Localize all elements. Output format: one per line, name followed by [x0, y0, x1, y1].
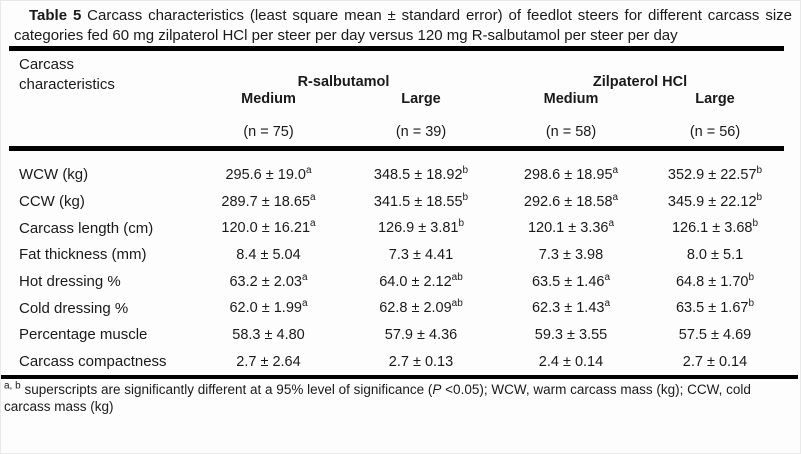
significance-superscript: a — [604, 271, 611, 283]
subheader-zilp-large: Large — [695, 90, 735, 107]
value-cell: 348.5 ± 18.92b — [373, 165, 469, 183]
significance-superscript: a — [301, 271, 308, 283]
table-row-carcass-compactness: Carcass compactness 2.7 ± 2.64 2.7 ± 0.1… — [9, 348, 784, 375]
significance-superscript: b — [752, 218, 759, 230]
value-cell: 57.5 ± 4.69 — [678, 326, 752, 343]
value-cell: 345.9 ± 22.12b — [667, 191, 763, 210]
significance-superscript: a — [301, 298, 308, 310]
significance-superscript: b — [748, 298, 755, 310]
table-footnote: a, b superscripts are significantly diff… — [4, 380, 751, 414]
table-row-cold-dressing: Cold dressing % 62.0 ± 1.99a 62.8 ± 2.09… — [9, 295, 784, 322]
table-row-percentage-muscle: Percentage muscle 58.3 ± 4.80 57.9 ± 4.3… — [9, 322, 784, 349]
row-label: CCW (kg) — [19, 193, 85, 211]
spacer-row — [9, 149, 784, 162]
carcass-characteristics-table-wrap: Carcass characteristics R-salbutamol Zil… — [9, 46, 785, 376]
value-cell: 2.4 ± 0.14 — [538, 353, 604, 370]
significance-superscript: b — [462, 191, 469, 203]
sample-size-zilp-medium: (n = 58) — [545, 123, 597, 140]
row-header-carcass-characteristics: Carcass characteristics — [19, 56, 115, 93]
row-label: Fat thickness (mm) — [19, 246, 147, 264]
value-cell: 126.1 ± 3.68b — [671, 218, 759, 237]
group-header-r-salbutamol: R-salbutamol — [297, 73, 390, 90]
table-caption-text: Carcass characteristics (least square me… — [14, 7, 792, 44]
value-cell: 63.5 ± 1.67b — [675, 298, 755, 317]
significance-superscript: a — [608, 218, 615, 230]
p-value-symbol: P — [432, 382, 442, 397]
value-cell: 58.3 ± 4.80 — [232, 326, 305, 343]
value-cell: 2.7 ± 2.64 — [236, 353, 301, 370]
significance-superscript: a — [310, 191, 316, 203]
table-body: WCW (kg) 295.6 ± 19.0a 348.5 ± 18.92b 29… — [9, 149, 784, 376]
significance-superscript: ab — [451, 298, 463, 310]
value-cell: 8.0 ± 5.1 — [686, 246, 744, 263]
subheader-rsalb-medium: Medium — [241, 90, 296, 107]
significance-superscript: b — [756, 165, 763, 177]
significance-superscript: ab — [451, 271, 463, 283]
sample-size-zilp-large: (n = 56) — [689, 123, 741, 140]
value-cell: 64.8 ± 1.70b — [675, 271, 755, 290]
subheader-zilp-medium: Medium — [543, 90, 599, 107]
value-cell: 120.0 ± 16.21a — [221, 218, 316, 237]
value-cell: 352.9 ± 22.57b — [667, 165, 763, 183]
significance-superscript: b — [458, 218, 465, 230]
value-cell: 289.7 ± 18.65a — [221, 191, 316, 210]
significance-superscript: b — [756, 191, 763, 203]
value-cell: 295.6 ± 19.0a — [225, 165, 312, 183]
sample-size-rsalb-large: (n = 39) — [395, 123, 447, 140]
table-row-wcw: WCW (kg) 295.6 ± 19.0a 348.5 ± 18.92b 29… — [9, 162, 784, 189]
row-label: Carcass length (cm) — [19, 219, 154, 237]
value-cell: 126.9 ± 3.81b — [377, 218, 465, 237]
value-cell: 2.7 ± 0.14 — [682, 353, 748, 370]
value-cell: 62.0 ± 1.99a — [229, 298, 308, 317]
value-cell: 64.0 ± 2.12ab — [379, 271, 463, 290]
sample-size-rsalb-medium: (n = 75) — [243, 123, 294, 140]
significance-superscript: a — [612, 191, 619, 203]
value-cell: 2.7 ± 0.13 — [388, 353, 454, 370]
table-row-carcass-length: Carcass length (cm) 120.0 ± 16.21a 126.9… — [9, 215, 784, 242]
significance-superscript: b — [748, 271, 755, 283]
value-cell: 341.5 ± 18.55b — [373, 191, 469, 210]
footnote-divider-rule — [1, 375, 798, 379]
value-cell: 8.4 ± 5.04 — [236, 246, 301, 263]
row-label: WCW (kg) — [19, 166, 89, 184]
table-row-hot-dressing: Hot dressing % 63.2 ± 2.03a 64.0 ± 2.12a… — [9, 268, 784, 295]
significance-superscript: a — [305, 165, 312, 177]
value-cell: 63.5 ± 1.46a — [531, 271, 611, 290]
subheader-rsalb-large: Large — [401, 90, 441, 107]
row-label: Cold dressing % — [19, 299, 129, 317]
row-label: Hot dressing % — [19, 273, 121, 291]
row-label: Percentage muscle — [19, 326, 148, 344]
table-row-ccw: CCW (kg) 289.7 ± 18.65a 341.5 ± 18.55b 2… — [9, 188, 784, 215]
value-cell: 63.2 ± 2.03a — [229, 271, 308, 290]
value-cell: 57.9 ± 4.36 — [384, 326, 458, 343]
value-cell: 120.1 ± 3.36a — [527, 218, 615, 237]
value-cell: 62.8 ± 2.09ab — [379, 298, 463, 317]
value-cell: 298.6 ± 18.95a — [523, 165, 619, 183]
row-label: Carcass compactness — [19, 353, 167, 371]
table-header: Carcass characteristics R-salbutamol Zil… — [9, 49, 785, 149]
value-cell: 59.3 ± 3.55 — [534, 326, 608, 343]
value-cell: 292.6 ± 18.58a — [523, 191, 619, 210]
significance-superscript: a — [310, 218, 316, 230]
value-cell: 7.3 ± 4.41 — [388, 246, 454, 263]
significance-superscript: a — [604, 298, 611, 310]
significance-superscript: a — [612, 165, 619, 177]
carcass-characteristics-table: Carcass characteristics R-salbutamol Zil… — [9, 46, 785, 376]
group-header-zilpaterol-hcl: Zilpaterol HCl — [592, 73, 688, 90]
value-cell: 62.3 ± 1.43a — [531, 298, 611, 317]
value-cell: 7.3 ± 3.98 — [538, 246, 604, 263]
footnote-superscript-marker: a, b — [4, 380, 21, 392]
significance-superscript: b — [462, 165, 469, 177]
table-caption-number: Table 5 — [29, 7, 82, 24]
table-row-fat-thickness: Fat thickness (mm) 8.4 ± 5.04 7.3 ± 4.41… — [9, 242, 784, 269]
table-caption: Table 5 Carcass characteristics (least s… — [14, 6, 792, 46]
